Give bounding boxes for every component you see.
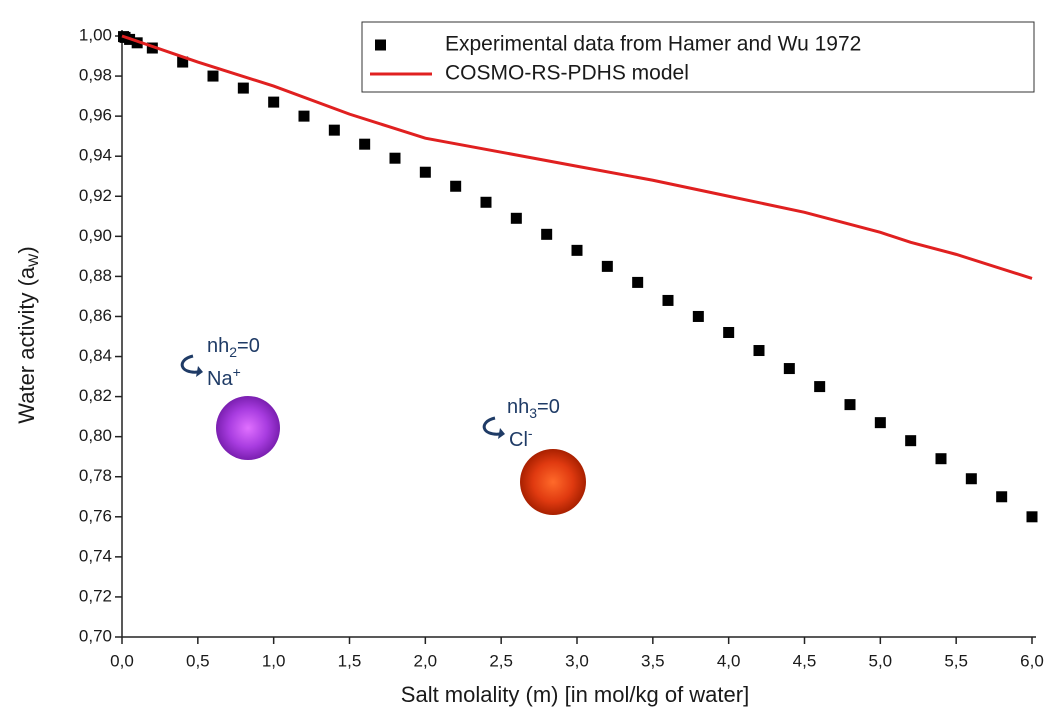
annotation-label: nh3=0 <box>507 396 560 420</box>
data-point <box>692 310 704 322</box>
data-point <box>662 294 674 306</box>
y-tick-label: 0,98 <box>79 66 112 85</box>
legend-box <box>361 21 1035 93</box>
model-line <box>121 34 1033 280</box>
data-point <box>359 138 371 150</box>
x-tick-label: 0,5 <box>186 651 210 670</box>
data-point <box>965 473 977 485</box>
data-point <box>480 196 492 208</box>
y-tick-label: 0,92 <box>79 186 112 205</box>
data-point <box>177 56 189 68</box>
data-point <box>905 435 917 447</box>
y-tick-label: 0,82 <box>79 386 112 405</box>
data-point <box>389 152 401 164</box>
y-tick-label: 0,96 <box>79 106 112 125</box>
y-tick-label: 1,00 <box>79 25 112 44</box>
data-point <box>328 124 340 136</box>
data-point <box>874 417 886 429</box>
x-tick-label: 2,5 <box>489 651 513 670</box>
rotation-arrow-head <box>498 428 505 439</box>
y-tick-label: 0,76 <box>79 506 112 525</box>
x-tick-label: 3,0 <box>565 651 589 670</box>
x-tick-label: 0,0 <box>110 651 134 670</box>
data-point <box>783 363 795 375</box>
data-point <box>814 381 826 393</box>
data-point <box>601 260 613 272</box>
y-tick-label: 0,72 <box>79 586 112 605</box>
annotation-label: nh2=0 <box>207 335 260 359</box>
data-point <box>268 96 280 108</box>
rotation-arrow <box>482 416 501 436</box>
data-point <box>844 399 856 411</box>
y-tick-label: 0,74 <box>79 546 112 565</box>
data-point <box>146 42 158 54</box>
x-tick-label: 1,0 <box>262 651 286 670</box>
y-tick-label: 0,78 <box>79 466 112 485</box>
data-point <box>207 70 219 82</box>
x-tick-label: 5,0 <box>869 651 893 670</box>
x-tick-label: 3,5 <box>641 651 665 670</box>
data-point <box>131 37 143 49</box>
data-point <box>753 345 765 357</box>
y-tick-label: 0,84 <box>79 346 112 365</box>
rotation-arrow <box>180 354 199 374</box>
y-axis-title: Water activity (aW) <box>14 246 41 423</box>
data-point <box>237 82 249 94</box>
legend-label: Experimental data from Hamer and Wu 1972 <box>445 33 861 56</box>
y-tick-label: 0,80 <box>79 426 112 445</box>
na-sphere <box>216 396 280 460</box>
data-point <box>298 110 310 122</box>
y-tick-label: 0,70 <box>79 626 112 645</box>
data-point <box>510 212 522 224</box>
data-point <box>935 453 947 465</box>
data-point <box>1026 511 1038 523</box>
y-tick-label: 0,88 <box>79 266 112 285</box>
x-tick-label: 5,5 <box>944 651 968 670</box>
data-point <box>632 276 644 288</box>
data-point <box>541 228 553 240</box>
data-point <box>996 491 1008 503</box>
rotation-arrow-head <box>196 366 203 377</box>
annotation-ion: Na+ <box>207 364 241 391</box>
data-point <box>571 244 583 256</box>
y-tick-label: 0,94 <box>79 146 112 165</box>
legend-marker <box>375 39 386 51</box>
legend-label: COSMO-RS-PDHS model <box>445 62 689 85</box>
annotation-ion: Cl- <box>509 425 533 452</box>
y-tick-label: 0,90 <box>79 226 112 245</box>
x-tick-label: 6,0 <box>1020 651 1044 670</box>
data-point <box>419 166 431 178</box>
x-tick-label: 1,5 <box>338 651 362 670</box>
x-tick-label: 2,0 <box>414 651 438 670</box>
y-tick-label: 0,86 <box>79 306 112 325</box>
cl-sphere <box>520 449 586 515</box>
x-axis-title: Salt molality (m) [in mol/kg of water] <box>401 682 749 707</box>
x-tick-label: 4,5 <box>793 651 817 670</box>
data-point <box>723 326 735 338</box>
data-point <box>450 180 462 192</box>
x-tick-label: 4,0 <box>717 651 741 670</box>
